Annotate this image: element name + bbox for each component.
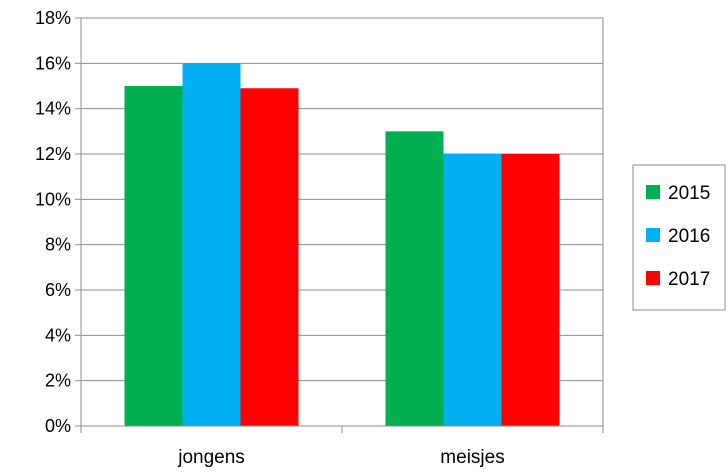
bars <box>124 63 560 427</box>
bar-jongens-2017 <box>240 88 299 427</box>
legend-label: 2016 <box>668 226 710 247</box>
legend-label: 2015 <box>668 183 710 204</box>
y-tick-label: 6% <box>45 280 71 300</box>
bar-meisjes-2016 <box>443 154 502 426</box>
bar-meisjes-2015 <box>385 131 444 427</box>
y-tick-label: 16% <box>35 53 71 73</box>
y-tick-label: 4% <box>45 325 71 345</box>
y-tick-label: 12% <box>35 144 71 164</box>
x-category-label: jongens <box>177 447 245 468</box>
bar-jongens-2016 <box>182 63 241 426</box>
legend-swatch <box>646 228 660 242</box>
y-tick-label: 8% <box>45 235 71 255</box>
legend-swatch <box>646 271 660 285</box>
legend-swatch <box>646 185 660 199</box>
y-tick-label: 18% <box>35 8 71 28</box>
axes <box>75 17 604 433</box>
y-tick-label: 2% <box>45 371 71 391</box>
y-axis-tick-labels: 0% 2% 4% 6% 8% 10% 12% 14% 16% 18% <box>35 8 71 436</box>
y-tick-label: 10% <box>35 189 71 209</box>
y-tick-label: 0% <box>45 416 71 436</box>
x-category-label: meisjes <box>440 447 504 468</box>
legend-label: 2017 <box>668 269 710 290</box>
bar-meisjes-2017 <box>501 154 560 426</box>
legend: 2015 2016 2017 <box>632 164 726 311</box>
y-tick-label: 14% <box>35 99 71 119</box>
bar-jongens-2015 <box>124 86 183 426</box>
x-axis-category-labels: jongens meisjes <box>177 447 504 468</box>
